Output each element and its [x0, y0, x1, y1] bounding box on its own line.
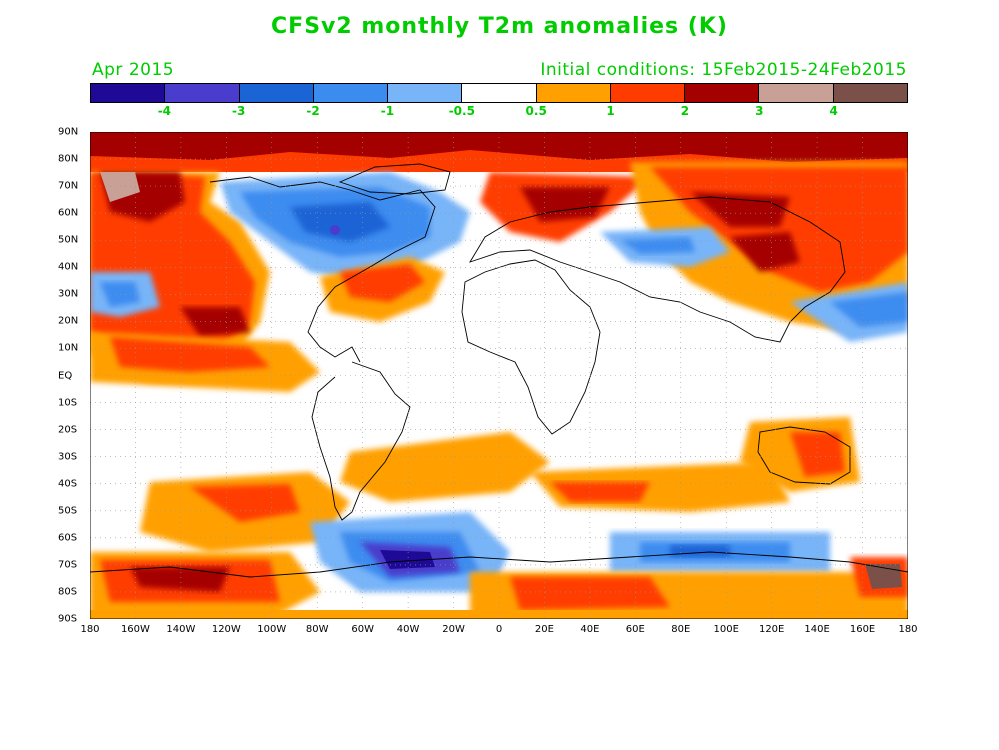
latitude-label: 70S [58, 559, 78, 571]
longitude-label: 160E [849, 624, 876, 635]
longitude-label: 60E [625, 624, 645, 635]
color-scale-swatch [759, 84, 834, 102]
color-scale-label: -1 [380, 104, 395, 118]
color-scale-label: -2 [306, 104, 320, 118]
color-scale-label: 4 [829, 104, 838, 118]
longitude-label: 160W [120, 624, 150, 635]
longitude-label: 100W [257, 624, 287, 635]
forecast-period: Apr 2015 [92, 60, 175, 80]
latitude-label: 90N [58, 126, 79, 138]
longitude-label: 180 [898, 624, 918, 635]
latitude-label: 10N [58, 342, 79, 354]
anomaly-map [90, 132, 908, 619]
color-scale-swatch [536, 84, 611, 102]
latitude-label: 20S [58, 424, 78, 436]
latitude-label: 50N [58, 234, 79, 246]
color-scale-swatch [610, 84, 686, 102]
longitude-label: 100E [713, 624, 739, 635]
latitude-label: 40S [58, 478, 78, 490]
color-scale-swatch [239, 84, 314, 102]
latitude-label: 80N [58, 153, 79, 165]
color-scale-label: 1 [606, 104, 615, 118]
latitude-label: 30N [58, 288, 79, 300]
color-scale-label: -0.5 [448, 104, 475, 118]
color-scale-label: -3 [232, 104, 246, 118]
longitude-label: 0 [495, 624, 503, 635]
latitude-label: EQ [58, 370, 73, 381]
color-scale-swatch [313, 84, 389, 102]
latitude-label: 20N [58, 315, 79, 327]
latitude-label: 40N [58, 261, 79, 273]
longitude-label: 20E [534, 624, 554, 635]
longitude-label: 80W [305, 624, 329, 635]
longitude-label: 120E [758, 624, 785, 635]
lat-lon-grid [90, 132, 908, 619]
color-scale-swatch [91, 84, 166, 102]
color-scale-bar [90, 83, 908, 103]
longitude-label: 140E [804, 624, 830, 635]
latitude-label: 10S [58, 397, 78, 409]
longitude-label: 60W [351, 624, 374, 635]
longitude-label: 40W [396, 624, 420, 635]
longitude-label: 140W [166, 624, 196, 635]
color-scale-swatch [165, 84, 240, 102]
color-scale-swatch [833, 84, 907, 102]
color-scale-swatch [685, 84, 760, 102]
latitude-label: 30S [58, 451, 78, 463]
latitude-label: 60N [58, 207, 79, 219]
color-scale-label: 3 [755, 104, 764, 118]
color-scale-label: -4 [157, 104, 172, 118]
latitude-label: 50S [58, 505, 78, 517]
color-scale-labels: -4 -3 -2 -1 -0.5 0.5 1 2 3 4 [90, 104, 908, 120]
longitude-label: 20W [442, 624, 465, 635]
latitude-label: 90S [58, 613, 78, 625]
color-scale-label: 0.5 [525, 104, 547, 118]
longitude-label: 120W [211, 624, 241, 635]
chart-title: CFSv2 monthly T2m anomalies (K) [271, 14, 728, 39]
longitude-label: 180 [80, 624, 100, 635]
latitude-label: 70N [58, 180, 79, 192]
latitude-label: 60S [58, 532, 78, 544]
color-scale-swatch [388, 84, 463, 102]
longitude-label: 80E [671, 624, 691, 635]
color-scale-swatch [462, 84, 537, 102]
coastlines [90, 163, 908, 578]
initial-conditions: Initial conditions: 15Feb2015-24Feb2015 [540, 60, 907, 80]
longitude-label: 40E [580, 624, 600, 635]
latitude-label: 80S [58, 586, 78, 598]
color-scale-label: 2 [680, 104, 690, 118]
